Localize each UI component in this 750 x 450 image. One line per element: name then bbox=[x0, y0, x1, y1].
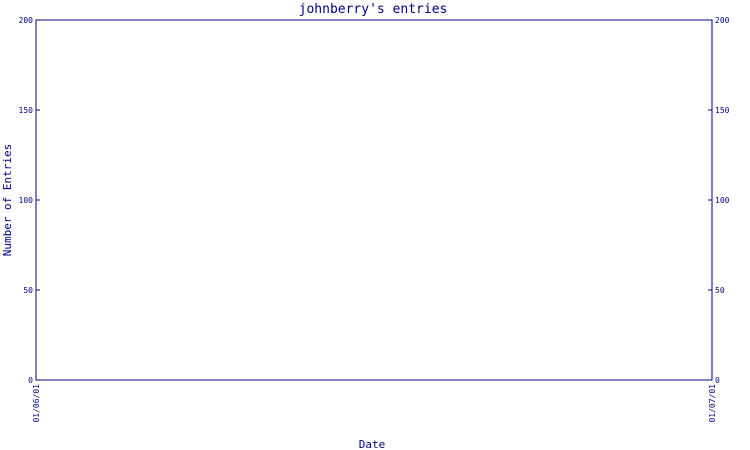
y-tick-label-right: 0 bbox=[715, 376, 720, 385]
y-axis-label: Number of Entries bbox=[1, 144, 14, 257]
y-axis-left: 0 50 100 150 200 bbox=[19, 16, 40, 385]
x-axis: 01/06/01 01/07/01 bbox=[32, 376, 717, 423]
y-tick-label-left: 150 bbox=[19, 106, 34, 115]
x-axis-label: Date bbox=[359, 438, 386, 450]
y-tick-label-right: 100 bbox=[715, 196, 730, 205]
chart-title: johnberry's entries bbox=[299, 2, 448, 17]
y-tick-label-left: 100 bbox=[19, 196, 34, 205]
y-axis-right: 0 50 100 150 200 bbox=[708, 16, 730, 385]
y-tick-label-right: 50 bbox=[715, 286, 725, 295]
y-tick-label-left: 0 bbox=[28, 376, 33, 385]
y-tick-label-right: 150 bbox=[715, 106, 730, 115]
x-tick-label: 01/06/01 bbox=[32, 384, 41, 423]
y-tick-label-left: 50 bbox=[23, 286, 33, 295]
y-tick-label-right: 200 bbox=[715, 16, 730, 25]
y-tick-label-left: 200 bbox=[19, 16, 34, 25]
x-tick-label: 01/07/01 bbox=[708, 384, 717, 423]
